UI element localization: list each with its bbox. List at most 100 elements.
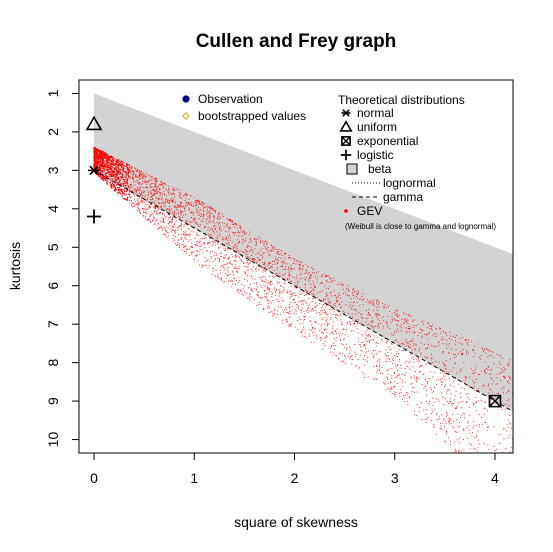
gev-point <box>304 289 306 291</box>
gev-point <box>115 175 117 177</box>
gev-point <box>280 313 281 315</box>
gev-point <box>255 253 257 255</box>
gev-point <box>346 288 348 290</box>
gev-point <box>448 420 450 422</box>
gev-point <box>490 467 491 468</box>
gev-point <box>261 287 263 289</box>
gev-point <box>286 319 287 321</box>
gev-point <box>233 267 235 269</box>
gev-point <box>118 163 121 165</box>
gev-point <box>174 193 176 195</box>
gev-point <box>112 178 114 180</box>
gev-point <box>462 343 463 345</box>
gev-point <box>452 336 454 337</box>
gev-point <box>322 305 323 307</box>
gev-point <box>253 259 255 261</box>
gev-point <box>138 174 140 176</box>
gev-point <box>130 184 132 185</box>
gev-point <box>403 374 405 375</box>
gev-point <box>151 202 153 203</box>
gev-point <box>356 328 358 329</box>
gev-point <box>255 270 257 272</box>
gev-point <box>154 207 156 209</box>
gev-point <box>450 370 452 372</box>
logistic-point <box>87 209 102 224</box>
legend-right: Theoretical distributionsnormaluniformex… <box>338 93 496 231</box>
gev-point <box>168 185 170 187</box>
gev-point <box>312 308 314 310</box>
gev-point <box>507 419 509 421</box>
gev-point <box>372 320 374 322</box>
gev-point <box>367 314 369 316</box>
gev-point <box>102 179 104 182</box>
gev-point <box>122 193 124 195</box>
gev-point <box>145 194 146 196</box>
gev-point <box>114 176 116 178</box>
gev-point <box>274 288 276 290</box>
gev-point <box>139 170 141 172</box>
gev-point <box>110 168 112 171</box>
gev-point <box>414 414 415 416</box>
gev-point <box>470 458 471 459</box>
gev-point <box>324 324 326 326</box>
gev-point <box>158 208 160 210</box>
gev-point <box>445 333 447 335</box>
gev-point <box>190 195 192 197</box>
y-tick-label: 1 <box>45 89 61 97</box>
gev-point <box>294 294 296 296</box>
gev-point <box>238 267 240 269</box>
gev-point <box>403 323 405 325</box>
gev-point <box>412 387 413 388</box>
gev-point <box>349 320 350 322</box>
gev-point <box>96 161 98 163</box>
gev-point <box>330 312 332 314</box>
gev-point <box>172 211 174 213</box>
gev-point <box>448 419 450 421</box>
gev-point <box>305 337 307 338</box>
gev-point <box>503 386 505 388</box>
gev-point <box>392 358 394 360</box>
gev-point <box>355 309 356 311</box>
gev-point <box>225 254 227 255</box>
gev-point <box>116 177 119 179</box>
gev-point <box>109 166 111 168</box>
gev-point <box>166 208 168 210</box>
gev-point <box>394 331 396 332</box>
gev-point <box>458 450 460 452</box>
gev-point <box>152 198 153 200</box>
gev-point <box>240 228 242 230</box>
gev-point <box>93 160 95 162</box>
gev-point <box>168 187 170 189</box>
gev-point <box>387 340 388 342</box>
gev-point <box>394 318 395 320</box>
gev-point <box>376 302 377 304</box>
gev-point <box>125 182 127 184</box>
legend-right-symbol <box>346 163 358 175</box>
gev-point <box>411 349 413 351</box>
gev-point <box>315 338 317 340</box>
gev-point <box>127 185 129 187</box>
gev-point <box>268 268 270 269</box>
gev-point <box>172 217 174 219</box>
gev-point <box>160 193 161 195</box>
gev-point <box>208 265 210 266</box>
gev-point <box>335 345 337 346</box>
gev-point <box>274 246 276 248</box>
gev-point <box>290 324 292 326</box>
gev-point <box>335 340 337 342</box>
gev-point <box>203 215 205 216</box>
gev-point <box>295 308 297 310</box>
gev-point <box>380 338 382 340</box>
gev-point <box>119 192 121 194</box>
gev-point <box>425 413 427 415</box>
gev-point <box>214 225 215 226</box>
gev-point <box>209 229 211 231</box>
gev-point <box>198 202 200 204</box>
gev-point <box>178 216 180 218</box>
gev-point <box>164 205 166 207</box>
gev-point <box>420 332 422 334</box>
gev-point <box>236 245 238 247</box>
gev-point <box>228 274 229 276</box>
gev-point <box>438 415 440 417</box>
